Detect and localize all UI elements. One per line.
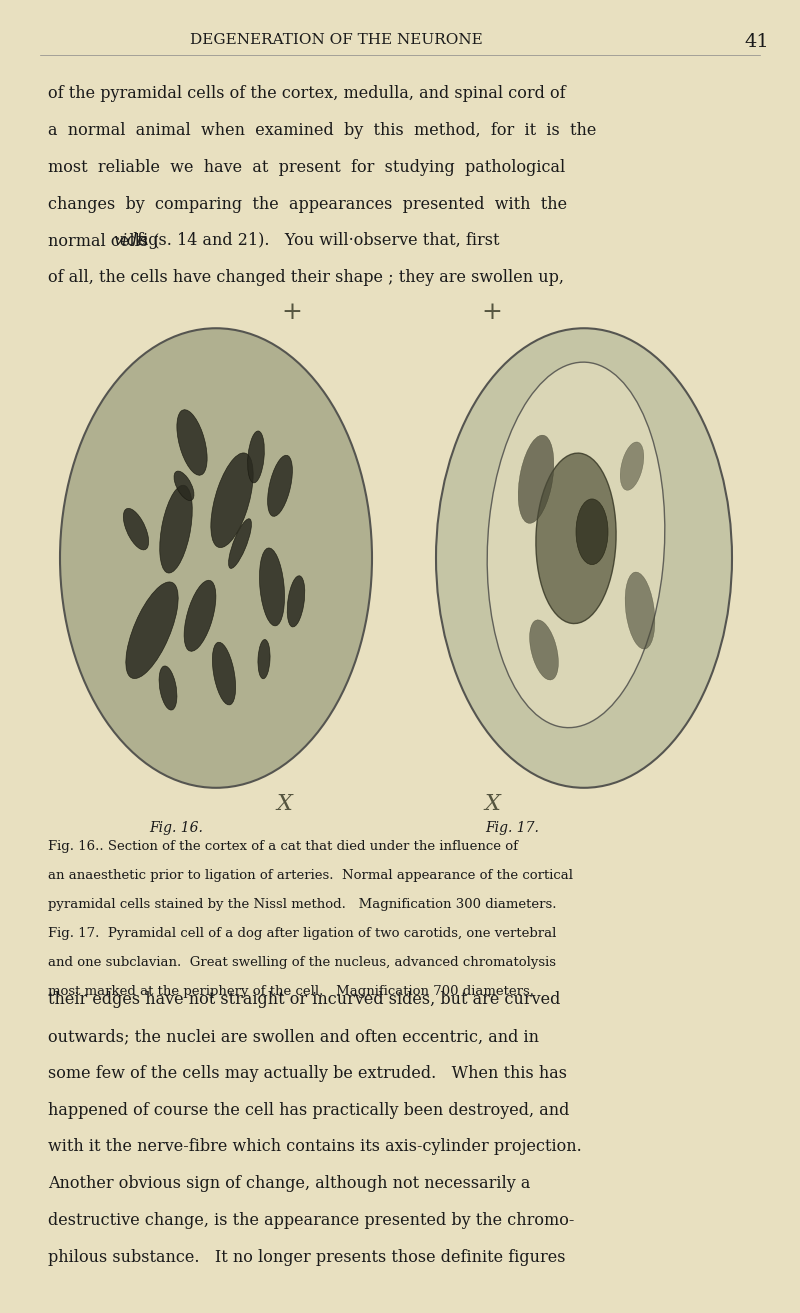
Text: Another obvious sign of change, although not necessarily a: Another obvious sign of change, although… [48, 1175, 530, 1192]
Text: and one subclavian.  Great swelling of the nucleus, advanced chromatolysis: and one subclavian. Great swelling of th… [48, 956, 556, 969]
Text: Fig. 17.  Pyramidal cell of a dog after ligation of two carotids, one vertebral: Fig. 17. Pyramidal cell of a dog after l… [48, 927, 556, 940]
Text: some few of the cells may actually be extruded.   When this has: some few of the cells may actually be ex… [48, 1065, 567, 1082]
Ellipse shape [536, 453, 616, 624]
Ellipse shape [576, 499, 608, 565]
Ellipse shape [625, 572, 655, 649]
Text: Fig. 16.. Section of the cortex of a cat that died under the influence of: Fig. 16.. Section of the cortex of a cat… [48, 840, 518, 853]
Ellipse shape [174, 471, 194, 500]
Ellipse shape [436, 328, 732, 788]
Ellipse shape [60, 328, 372, 788]
Ellipse shape [259, 548, 285, 626]
Ellipse shape [126, 582, 178, 679]
Ellipse shape [620, 442, 644, 490]
Text: normal cells (: normal cells ( [48, 232, 159, 249]
Text: Fig. 17.: Fig. 17. [485, 821, 539, 835]
Ellipse shape [123, 508, 149, 550]
Text: with it the nerve-fibre which contains its axis-cylinder projection.: with it the nerve-fibre which contains i… [48, 1138, 582, 1155]
Text: of all, the cells have changed their shape ; they are swollen up,: of all, the cells have changed their sha… [48, 269, 564, 286]
Ellipse shape [211, 453, 253, 548]
Ellipse shape [177, 410, 207, 475]
Text: +: + [282, 301, 302, 324]
Ellipse shape [258, 639, 270, 679]
Text: X: X [484, 793, 500, 814]
Ellipse shape [518, 435, 554, 524]
Ellipse shape [160, 486, 192, 572]
Ellipse shape [212, 642, 236, 705]
Text: philous substance.   It no longer presents those definite figures: philous substance. It no longer presents… [48, 1249, 566, 1266]
Text: X: X [276, 793, 292, 814]
Text: an anaesthetic prior to ligation of arteries.  Normal appearance of the cortical: an anaesthetic prior to ligation of arte… [48, 869, 573, 882]
Text: outwards; the nuclei are swollen and often eccentric, and in: outwards; the nuclei are swollen and oft… [48, 1028, 539, 1045]
Ellipse shape [487, 362, 665, 727]
Text: of the pyramidal cells of the cortex, medulla, and spinal cord of: of the pyramidal cells of the cortex, me… [48, 85, 566, 102]
Text: their edges have not straight or incurved sides, but are curved: their edges have not straight or incurve… [48, 991, 560, 1008]
Text: DEGENERATION OF THE NEURONE: DEGENERATION OF THE NEURONE [190, 33, 482, 47]
Ellipse shape [229, 519, 251, 569]
Ellipse shape [184, 580, 216, 651]
Text: most marked at the periphery of the cell.   Magnification 700 diameters.: most marked at the periphery of the cell… [48, 985, 534, 998]
Text: +: + [482, 301, 502, 324]
Text: Fig. 16.: Fig. 16. [149, 821, 203, 835]
Text: vide: vide [113, 232, 147, 249]
Ellipse shape [268, 456, 292, 516]
Text: changes  by  comparing  the  appearances  presented  with  the: changes by comparing the appearances pre… [48, 196, 567, 213]
Text: destructive change, is the appearance presented by the chromo-: destructive change, is the appearance pr… [48, 1212, 574, 1229]
Text: most  reliable  we  have  at  present  for  studying  pathological: most reliable we have at present for stu… [48, 159, 566, 176]
Text: a  normal  animal  when  examined  by  this  method,  for  it  is  the: a normal animal when examined by this me… [48, 122, 596, 139]
Ellipse shape [287, 576, 305, 626]
Ellipse shape [530, 620, 558, 680]
Text: 41: 41 [744, 33, 769, 51]
Text: figs. 14 and 21).   You will·observe that, first: figs. 14 and 21). You will·observe that,… [131, 232, 499, 249]
Text: happened of course the cell has practically been destroyed, and: happened of course the cell has practica… [48, 1102, 570, 1119]
Text: pyramidal cells stained by the Nissl method.   Magnification 300 diameters.: pyramidal cells stained by the Nissl met… [48, 898, 557, 911]
Ellipse shape [248, 431, 264, 483]
Ellipse shape [159, 666, 177, 710]
